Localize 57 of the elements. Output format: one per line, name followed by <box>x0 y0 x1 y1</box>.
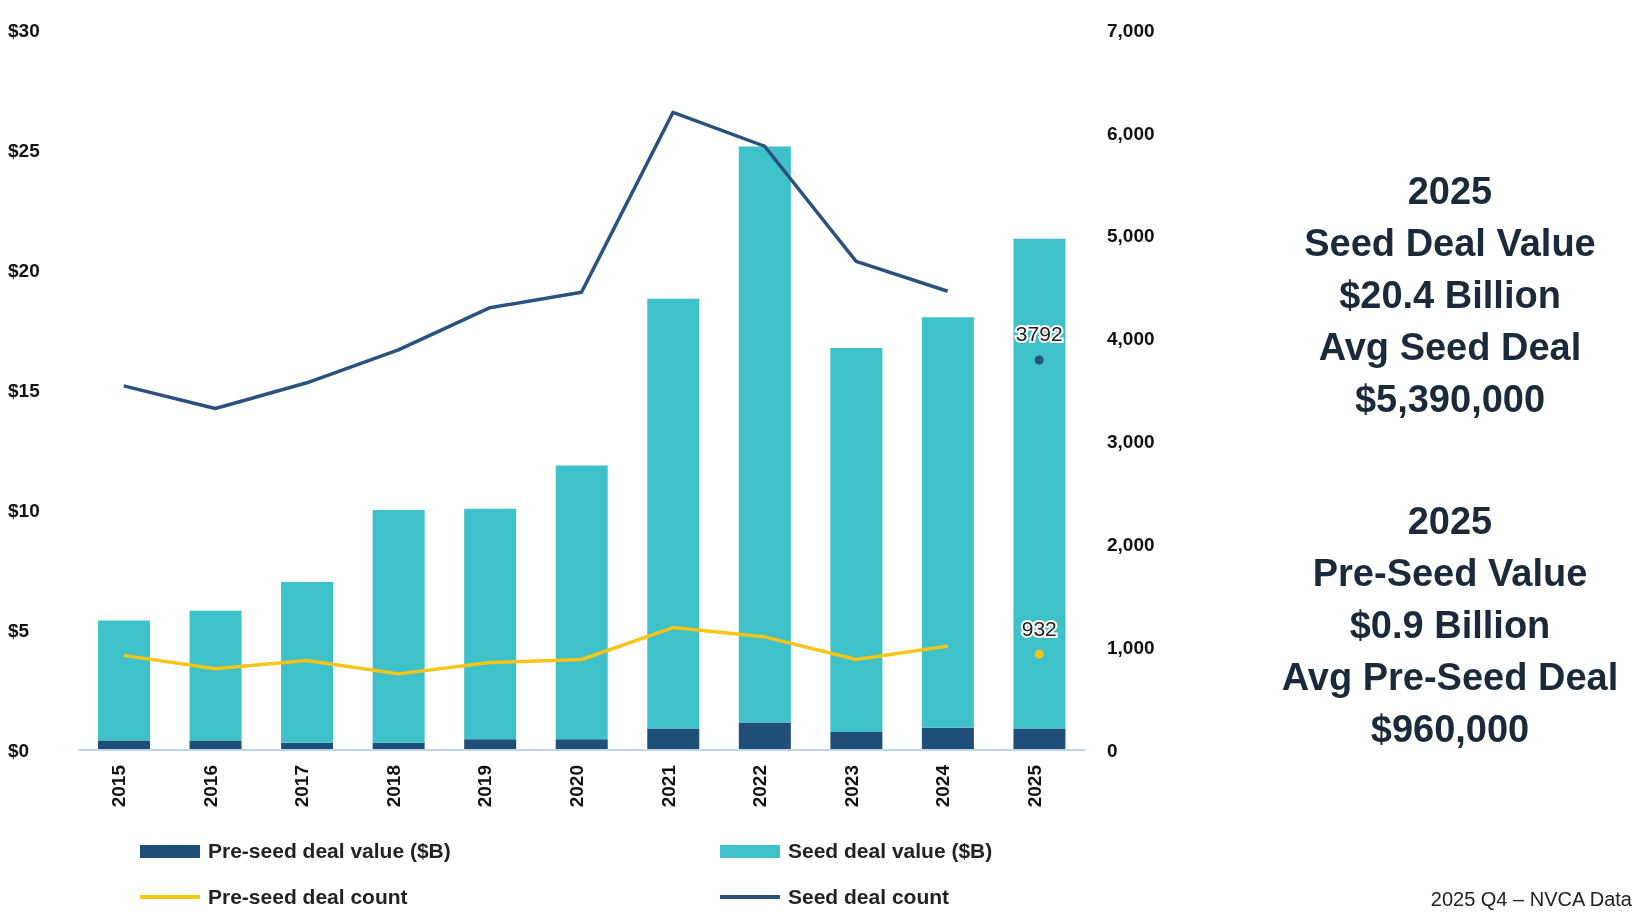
bar <box>1013 238 1066 729</box>
y-tick-label: $25 <box>8 139 41 161</box>
y-tick-label: $30 <box>8 19 40 41</box>
bar <box>189 740 242 750</box>
bar <box>738 146 791 723</box>
y2-tick-label: 7,000 <box>1107 19 1155 41</box>
legend-label: Pre-seed deal count <box>208 885 408 909</box>
x-tick-label: 2019 <box>474 765 496 808</box>
y2-tick-label: 0 <box>1107 739 1118 761</box>
x-tick-label: 2022 <box>749 765 771 808</box>
bar <box>555 739 608 750</box>
text: 2025 Seed Deal Value $20.4 Billion Avg Seed Deal $5,390,000 <box>1303 169 1597 422</box>
y-tick-label: $10 <box>8 499 40 521</box>
x-tick-label: 2025 <box>1023 764 1045 808</box>
y2-tick-label: 5,000 <box>1107 225 1155 247</box>
y2-tick-label: 4,000 <box>1107 328 1155 350</box>
x-tick-label: 2021 <box>657 764 679 808</box>
x-tick-label: 2018 <box>382 765 404 808</box>
y-tick-label: $15 <box>8 379 41 401</box>
line-series <box>122 110 950 411</box>
bar <box>189 610 242 741</box>
y2-tick-label: 1,000 <box>1107 636 1155 658</box>
line-series <box>122 625 950 676</box>
bar <box>1013 728 1066 750</box>
bar <box>738 722 791 750</box>
bar <box>98 740 150 750</box>
bar <box>372 510 425 743</box>
bar <box>921 727 974 750</box>
y-tick-label: $5 <box>8 619 30 641</box>
data-label: 932 <box>1021 616 1057 640</box>
data-label: 3792 <box>1015 322 1063 346</box>
x-tick-label: 2020 <box>565 765 587 808</box>
text: 2025 Q4 – NVCA Data <box>1430 888 1632 911</box>
bar <box>98 620 150 741</box>
bar <box>647 298 700 729</box>
bar <box>281 582 334 743</box>
bar <box>830 348 883 732</box>
y-tick-label: $0 <box>8 739 30 761</box>
bar <box>830 732 883 750</box>
x-tick-label: 2024 <box>932 764 954 808</box>
bar <box>464 739 517 750</box>
bar <box>647 728 700 750</box>
y2-tick-label: 6,000 <box>1107 122 1155 144</box>
x-tick-label: 2015 <box>108 764 130 808</box>
text: 2025 Pre-Seed Value $0.9 Billion Avg Pre-Seed Deal $960,000 <box>1280 499 1620 752</box>
legend-label: Pre-seed deal value ($B) <box>208 839 451 863</box>
bar <box>464 508 517 740</box>
x-tick-label: 2017 <box>291 765 313 808</box>
legend-label: Seed deal value ($B) <box>788 839 993 863</box>
y-tick-label: $20 <box>8 259 40 281</box>
y2-tick-label: 3,000 <box>1107 431 1155 453</box>
x-tick-label: 2023 <box>840 765 862 808</box>
legend-label: Seed deal count <box>788 885 950 909</box>
bar <box>555 465 608 740</box>
bar <box>921 317 974 728</box>
y2-tick-label: 2,000 <box>1107 534 1155 556</box>
x-tick-label: 2016 <box>199 765 221 808</box>
